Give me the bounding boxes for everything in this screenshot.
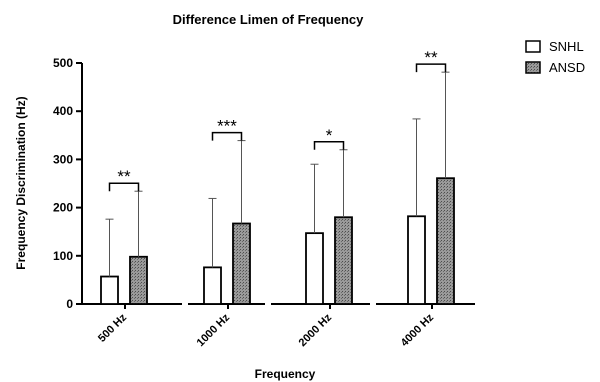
legend-label-ansd: ANSD	[549, 60, 585, 75]
significance-label: *	[326, 126, 333, 145]
bar-ansd	[129, 255, 148, 305]
legend-swatch-ansd	[525, 61, 541, 74]
bars	[100, 71, 455, 305]
bar-snhl	[100, 275, 119, 305]
x-tick-label: 4000 Hz	[399, 311, 437, 349]
x-axis-label: Frequency	[255, 367, 316, 381]
x-tick-label: 2000 Hz	[297, 311, 335, 349]
bar-snhl	[203, 266, 222, 305]
significance-bracket	[415, 63, 447, 73]
significance-bracket	[211, 131, 243, 141]
significance-bracket	[313, 141, 345, 150]
bar-snhl	[305, 232, 324, 305]
x-axis: 500 Hz 1000 Hz 2000 Hz 4000 Hz	[82, 303, 475, 349]
bar-ansd	[334, 216, 353, 305]
significance-label: **	[424, 48, 438, 67]
bar-snhl	[407, 215, 426, 305]
significance-label: ***	[217, 117, 237, 136]
significance-label: **	[117, 167, 131, 186]
legend: SNHL ANSD	[525, 39, 585, 75]
x-tick-label: 1000 Hz	[195, 311, 233, 349]
y-tick-label: 0	[66, 297, 73, 311]
y-tick-label: 300	[53, 152, 73, 166]
legend-swatch-snhl	[525, 40, 541, 53]
y-tick-label: 200	[53, 201, 73, 215]
y-tick-label: 500	[53, 56, 73, 70]
y-axis: 0 100 200 300 400 500	[53, 56, 83, 311]
significance-bracket	[108, 182, 140, 192]
significance-markers: ***** ***	[108, 48, 447, 192]
y-axis-label: Frequency Discrimination (Hz)	[14, 96, 28, 269]
bar-ansd	[232, 222, 251, 305]
x-tick-label: 500 Hz	[96, 311, 129, 344]
legend-label-snhl: SNHL	[549, 39, 584, 54]
y-tick-label: 100	[53, 249, 73, 263]
y-tick-label: 400	[53, 104, 73, 118]
bar-ansd	[436, 177, 455, 305]
chart-title: Difference Limen of Frequency	[173, 12, 364, 27]
